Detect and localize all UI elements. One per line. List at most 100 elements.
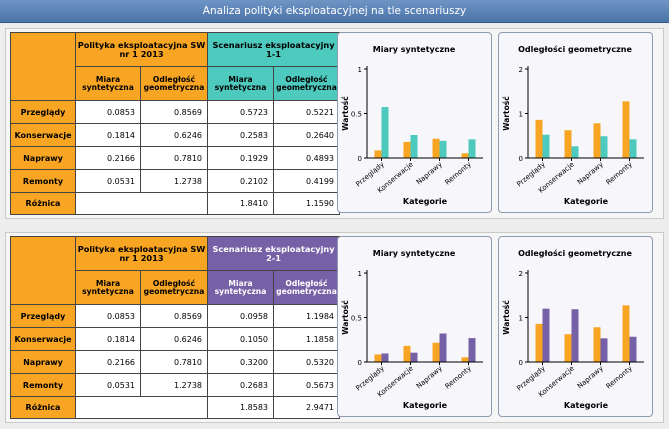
chart-odleglosci-geometryczne-2: Odległości geometryczne012PrzeglądyKonse… [502,248,644,410]
x-axis-label: Kategorie [564,197,609,206]
table-row: Naprawy 0.2166 0.7810 0.1929 0.4893 [10,146,340,170]
bar-policy [374,150,382,158]
cell-scenario-measure: 0.2583 [207,123,274,147]
cell-scenario-distance: 1.1858 [273,327,340,351]
cell-policy-distance: 0.7810 [140,350,208,374]
bar-policy [432,138,440,158]
bar-scenario [542,134,550,158]
policy-distance-header: Odległość geometryczna [140,270,208,305]
bar-scenario [439,140,447,158]
bar-policy [593,123,601,158]
bar-policy [535,119,543,158]
chart-odleglosci-geometryczne-1: Odległości geometryczne012PrzeglądyKonse… [502,44,644,206]
y-tick-label: 2 [519,66,523,74]
table-row: Przeglądy 0.0853 0.8569 0.0958 1.1984 [10,304,340,328]
scenario-panel-1: Polityka eksploatacyjna SW nr 1 2013 Sce… [5,28,664,219]
y-tick-label: 2 [519,270,523,278]
bar-scenario [468,139,476,158]
cell-policy-distance: 0.6246 [140,123,208,147]
bar-scenario [571,146,579,158]
x-axis-label: Kategorie [403,401,448,410]
diff-measure: 1.8583 [207,396,274,419]
x-tick-label: Remonty [444,364,473,390]
y-tick-label: 0.5 [351,315,362,323]
x-tick-label: Naprawy [415,160,444,186]
cell-policy-measure: 0.0531 [75,373,141,397]
y-axis-label: Wartość [341,300,350,335]
y-axis-label: Wartość [502,300,511,335]
cell-policy-distance: 0.8569 [140,100,208,124]
cell-scenario-distance: 0.5673 [273,373,340,397]
bar-policy [564,130,572,158]
row-label: Remonty [10,373,76,397]
cell-scenario-measure: 0.1050 [207,327,274,351]
table-row-diff: Różnica 1.8410 1.1590 [10,192,340,215]
cell-scenario-distance: 0.5221 [273,100,340,124]
diff-distance: 1.1590 [273,192,340,215]
bar-scenario [600,338,608,362]
x-tick-label: Naprawy [576,160,605,186]
chart-title: Miary syntetyczne [373,45,456,54]
bar-policy [593,327,601,362]
cell-scenario-measure: 0.1929 [207,146,274,170]
cell-scenario-distance: 0.5320 [273,350,340,374]
cell-scenario-measure: 0.2102 [207,169,274,193]
diff-measure: 1.8410 [207,192,274,215]
bar-policy [432,342,440,362]
scenario-panel-2: Polityka eksploatacyjna SW nr 1 2013 Sce… [5,232,664,423]
row-label: Przeglądy [10,304,76,328]
table-row: Remonty 0.0531 1.2738 0.2102 0.4199 [10,169,340,193]
y-tick-label: 1 [358,66,362,74]
diff-label: Różnica [10,396,76,419]
bar-scenario [410,352,418,362]
diff-empty [75,396,208,419]
table-row: Remonty 0.0531 1.2738 0.2683 0.5673 [10,373,340,397]
y-axis-label: Wartość [341,96,350,131]
cell-scenario-distance: 0.4199 [273,169,340,193]
cell-scenario-distance: 1.1984 [273,304,340,328]
cell-scenario-measure: 0.0958 [207,304,274,328]
cell-policy-distance: 0.6246 [140,327,208,351]
bar-policy [374,354,382,362]
policy-measure-header: Miara syntetyczna [75,66,141,101]
policy-header: Polityka eksploatacyjna SW nr 1 2013 [75,32,208,67]
diff-label: Różnica [10,192,76,215]
row-label: Naprawy [10,350,76,374]
cell-scenario-measure: 0.5723 [207,100,274,124]
y-tick-label: 0 [358,155,362,163]
table-row-diff: Różnica 1.8583 2.9471 [10,396,340,419]
bar-scenario [381,107,389,158]
cell-policy-distance: 0.7810 [140,146,208,170]
cell-scenario-measure: 0.2683 [207,373,274,397]
bar-policy [622,101,630,158]
cell-scenario-measure: 0.3200 [207,350,274,374]
chart-title: Odległości geometryczne [518,248,632,258]
y-tick-label: 1 [519,111,523,119]
bar-policy [535,323,543,362]
bar-policy [622,305,630,362]
y-tick-label: 1 [358,270,362,278]
x-tick-label: Naprawy [415,364,444,390]
bar-policy [403,345,411,362]
chart-box: Odległości geometryczne 0 1 2 Przeglądy Konse… [498,32,653,213]
cell-scenario-distance: 0.2640 [273,123,340,147]
bar-policy [564,334,572,362]
diff-distance: 2.9471 [273,396,340,419]
scenario-header: Scenariusz eksploatacyjny 1-1 [207,32,340,67]
y-tick-label: 0 [358,359,362,367]
comparison-table-2: Polityka eksploatacyjna SW nr 1 2013 Sce… [10,236,340,419]
scenario-header: Scenariusz eksploatacyjny 2-1 [207,236,340,271]
policy-measure-header: Miara syntetyczna [75,270,141,305]
y-tick-label: 0.5 [351,111,362,119]
diff-empty [75,192,208,215]
x-tick-label: Naprawy [576,364,605,390]
bar-scenario [600,136,608,158]
policy-distance-header: Odległość geometryczna [140,66,208,101]
comparison-table-1: Polityka eksploatacyjna SW nr 1 2013 Sce… [10,32,340,215]
scenario-measure-header: Miara syntetyczna [207,270,274,305]
row-label: Naprawy [10,146,76,170]
table-row: Konserwacje 0.1814 0.6246 0.1050 1.1858 [10,327,340,351]
row-label: Przeglądy [10,100,76,124]
chart-box: Miary syntetyczne 0 0.5 1 Przeglądy Konserwac… [337,32,492,213]
y-tick-label: 1 [519,315,523,323]
